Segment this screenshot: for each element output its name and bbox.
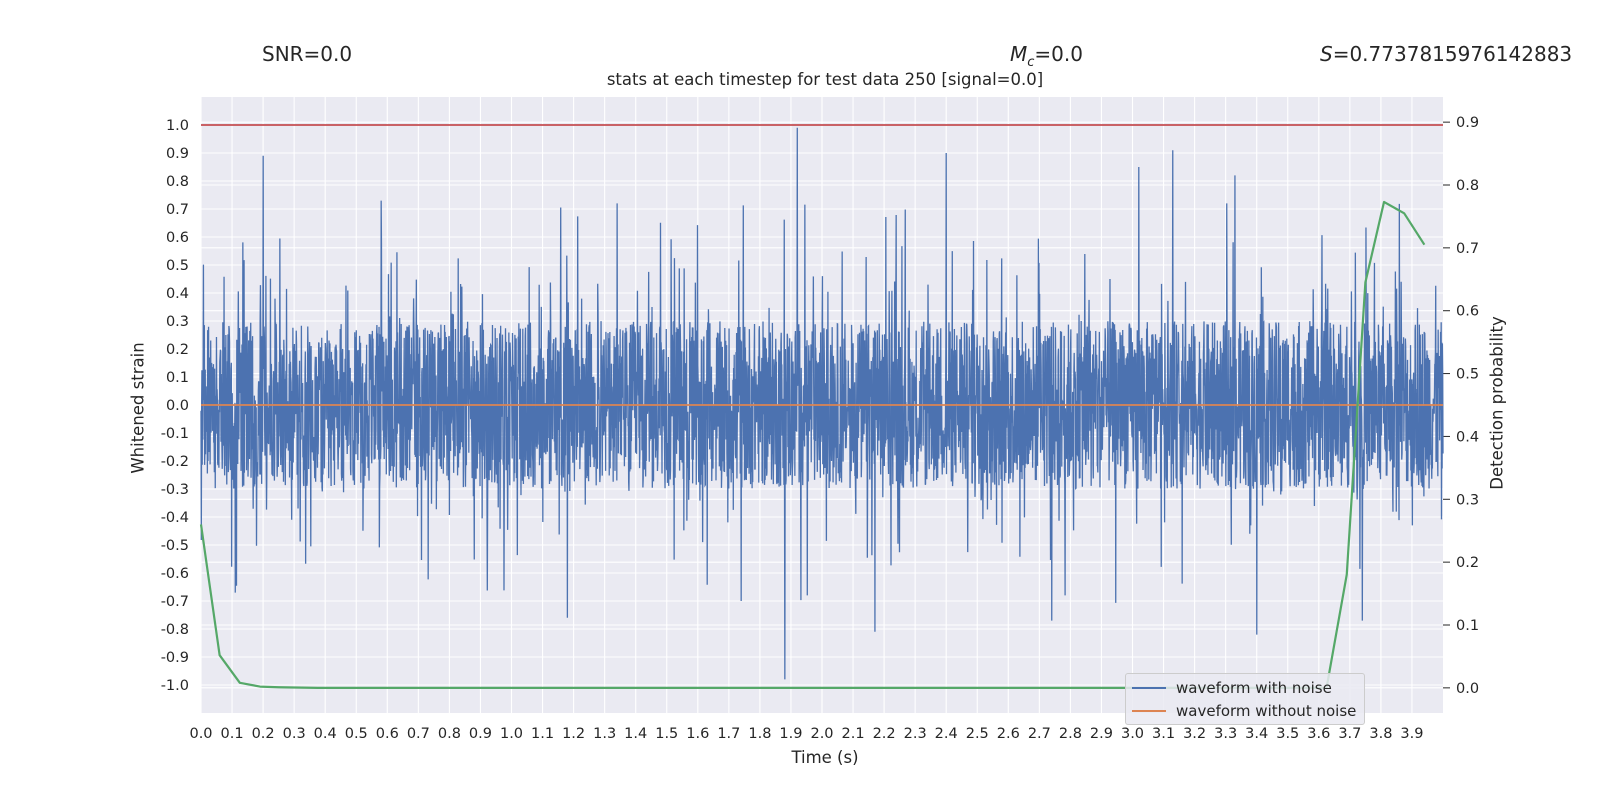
x-tick-label: 1.7	[717, 726, 740, 742]
y-tick-label: -0.9	[161, 650, 189, 666]
x-tick-label: 2.1	[842, 726, 865, 742]
x-tick-label: 2.0	[810, 726, 833, 742]
legend-entry-noise: waveform with noise	[1132, 677, 1332, 699]
y-tick-label: 0.2	[166, 342, 189, 358]
y-tick-label: -0.8	[161, 622, 189, 638]
snr-label: SNR=0.0	[262, 42, 353, 66]
x-tick-label: 3.2	[1183, 726, 1206, 742]
y-tick-label: -0.7	[161, 594, 189, 610]
y2-tick-label: 0.9	[1456, 115, 1479, 131]
x-tick-label: 3.5	[1276, 726, 1299, 742]
y-tick-label: 0.4	[166, 286, 189, 302]
legend-label-clean: waveform without noise	[1176, 702, 1357, 720]
x-axis-label: Time (s)	[791, 748, 859, 767]
y-tick-label: 0.5	[166, 258, 189, 274]
x-tick-label: 1.4	[624, 726, 647, 742]
y2-axis-label: Detection probability	[1487, 316, 1507, 490]
series-detection-probability	[199, 200, 1426, 689]
x-tick-label: 2.3	[904, 726, 927, 742]
x-tick-label: 1.6	[686, 726, 709, 742]
y-tick-label: -0.1	[161, 426, 189, 442]
x-tick-label: 3.8	[1369, 726, 1392, 742]
x-tick-label: 3.3	[1214, 726, 1237, 742]
y-tick-label: -0.2	[161, 454, 189, 470]
y-tick-label: 1.0	[166, 118, 189, 134]
y2-tick-label: 0.7	[1456, 241, 1479, 257]
x-tick-label: 0.3	[283, 726, 306, 742]
x-tick-label: 0.7	[407, 726, 430, 742]
y2-tick-label: 0.5	[1456, 367, 1479, 383]
y2-tick-label: 0.2	[1456, 555, 1479, 571]
x-tick-label: 3.6	[1307, 726, 1330, 742]
y-tick-label: 0.3	[166, 314, 189, 330]
legend-entry-clean: waveform without noise	[1132, 700, 1356, 722]
y-tick-label: -0.4	[161, 510, 189, 526]
x-tick-label: 1.2	[562, 726, 585, 742]
score-label: S=0.7737815976142883	[1320, 42, 1573, 66]
x-tick-label: 1.3	[593, 726, 616, 742]
y2-tick-label: 0.4	[1456, 429, 1479, 445]
x-tick-label: 2.8	[1059, 726, 1082, 742]
x-tick-label: 1.9	[779, 726, 802, 742]
x-tick-label: 1.8	[748, 726, 771, 742]
x-tick-label: 2.7	[1028, 726, 1051, 742]
x-tick-label: 3.4	[1245, 726, 1268, 742]
x-tick-label: 3.9	[1400, 726, 1423, 742]
legend-swatch-clean	[1132, 710, 1166, 712]
y-tick-label: -0.3	[161, 482, 189, 498]
y2-tick-label: 0.1	[1456, 618, 1479, 634]
legend: waveform with noise waveform without noi…	[1125, 673, 1365, 725]
x-tick-label: 2.4	[935, 726, 958, 742]
chart-title: stats at each timestep for test data 250…	[606, 70, 1044, 89]
x-tick-label: 3.1	[1152, 726, 1175, 742]
y-tick-label: 0.1	[166, 370, 189, 386]
y-tick-label: 0.8	[166, 174, 189, 190]
x-tick-label: 0.0	[189, 726, 212, 742]
y-tick-label: -1.0	[161, 678, 189, 694]
x-tick-label: 2.5	[966, 726, 989, 742]
y2-tick-label: 0.8	[1456, 178, 1479, 194]
y-axis-label: Whitened strain	[128, 342, 148, 474]
x-tick-label: 0.9	[469, 726, 492, 742]
y2-tick-label: 0.0	[1456, 681, 1479, 697]
y-tick-label: 0.9	[166, 146, 189, 162]
y2-tick-label: 0.3	[1456, 492, 1479, 508]
x-tick-label: 3.7	[1338, 726, 1361, 742]
y-tick-label: -0.5	[161, 538, 189, 554]
chirp-mass-label: Mc=0.0	[1010, 42, 1083, 70]
x-tick-label: 0.5	[345, 726, 368, 742]
x-tick-label: 0.8	[438, 726, 461, 742]
y-tick-label: 0.6	[166, 230, 189, 246]
y-tick-label: -0.6	[161, 566, 189, 582]
x-tick-label: 1.1	[531, 726, 554, 742]
legend-label-noise: waveform with noise	[1176, 679, 1332, 697]
y-tick-label: 0.7	[166, 202, 189, 218]
y2-tick-label: 0.6	[1456, 304, 1479, 320]
series-waveform-with-noise	[200, 127, 1444, 680]
x-tick-label: 0.4	[314, 726, 337, 742]
x-tick-label: 3.0	[1121, 726, 1144, 742]
x-tick-label: 0.2	[252, 726, 275, 742]
x-tick-label: 2.2	[873, 726, 896, 742]
x-tick-label: 2.9	[1090, 726, 1113, 742]
x-tick-label: 2.6	[997, 726, 1020, 742]
x-tick-label: 1.0	[500, 726, 523, 742]
legend-swatch-noise	[1132, 687, 1166, 689]
y-tick-label: 0.0	[166, 398, 189, 414]
x-tick-label: 0.1	[221, 726, 244, 742]
x-tick-label: 1.5	[655, 726, 678, 742]
x-tick-label: 0.6	[376, 726, 399, 742]
